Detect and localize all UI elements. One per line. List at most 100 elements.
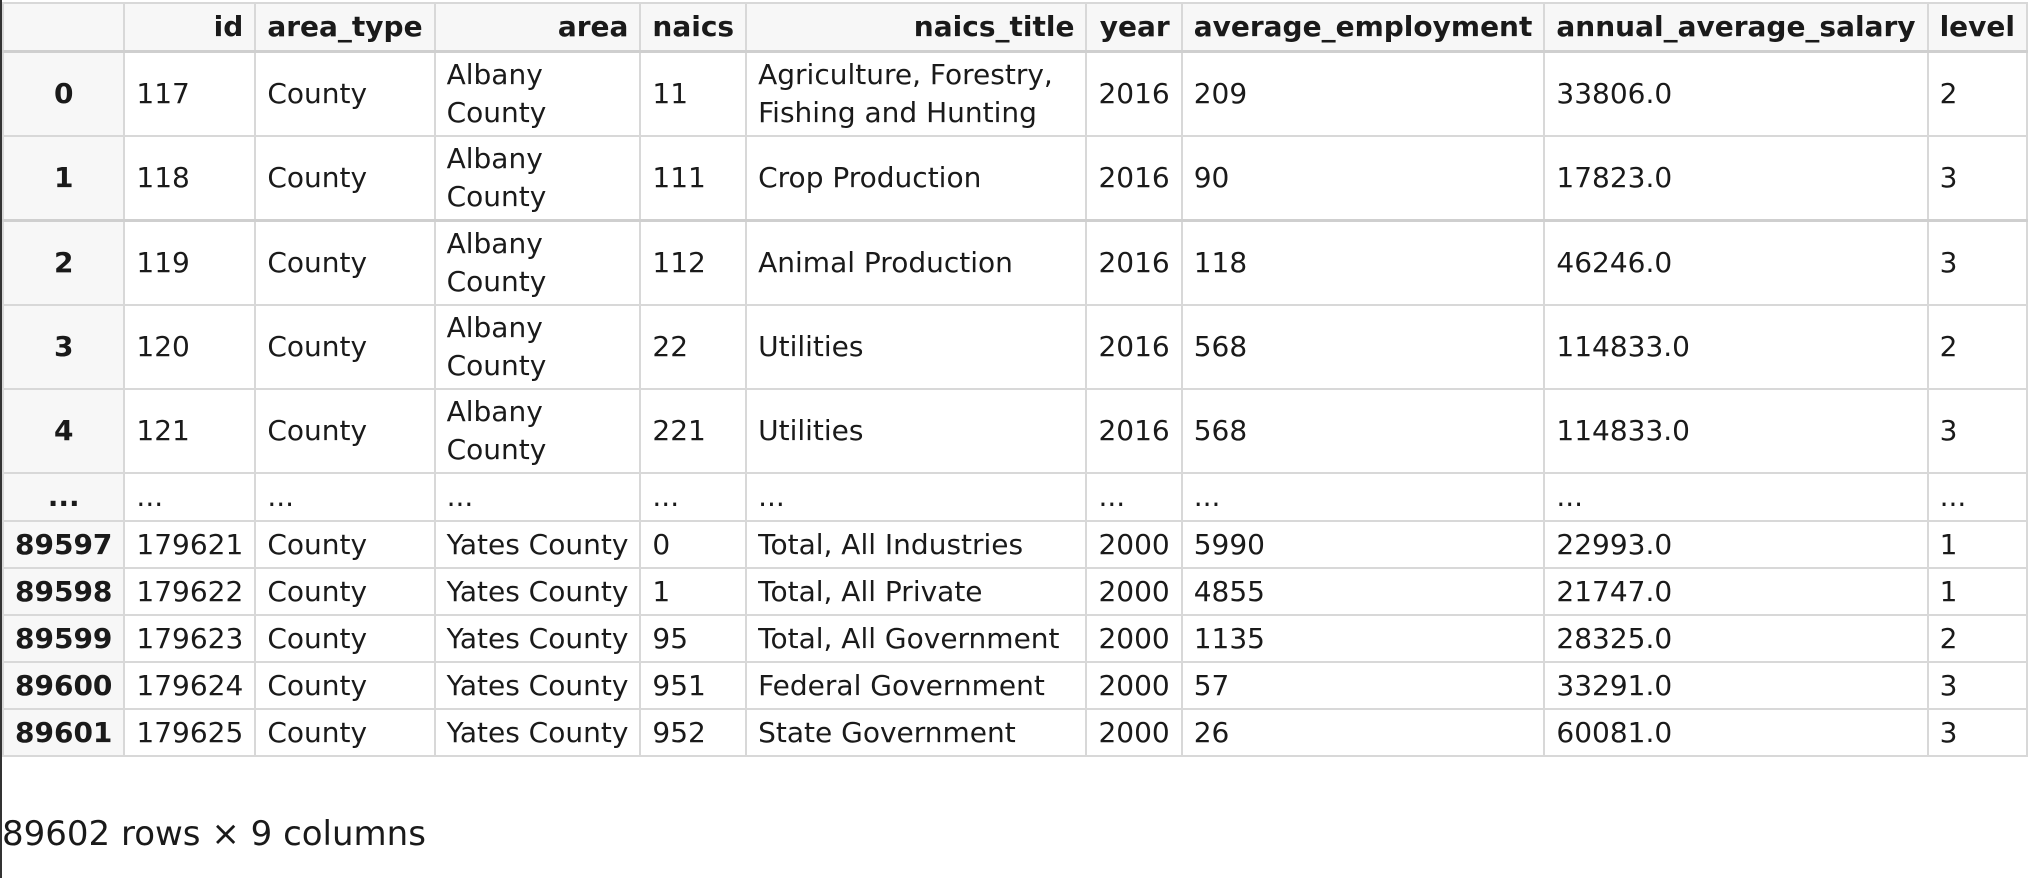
- column-header-naics: naics: [639, 2, 748, 53]
- cell-year: ...: [1085, 472, 1183, 522]
- cell-id: 179623: [123, 614, 257, 663]
- row-count-summary: 89602 rows × 9 columns: [2, 814, 426, 854]
- cell-area: ...: [433, 472, 642, 522]
- cell-area-type: County: [254, 661, 436, 710]
- cell-area-type: County: [254, 567, 436, 616]
- table-row: 0 117 County Albany County 11 Agriculture, Fo…: [1, 50, 2028, 137]
- cell-annual-average-salary: 33291.0: [1543, 661, 1929, 710]
- row-index: 3: [1, 304, 126, 390]
- cell-annual-average-salary: 33806.0: [1543, 50, 1929, 137]
- cell-naics-title: Total, All Government: [745, 614, 1088, 663]
- cell-id: 179625: [123, 708, 257, 757]
- cell-average-employment: 4855: [1180, 567, 1546, 616]
- cell-level: 3: [1926, 219, 2028, 306]
- cell-annual-average-salary: 28325.0: [1543, 614, 1929, 663]
- cell-level: 3: [1926, 708, 2028, 757]
- table-row: 4 121 County Albany County 221 Utilities 2016 5…: [1, 388, 2028, 474]
- cell-naics-title: Federal Government: [745, 661, 1088, 710]
- cell-average-employment: 118: [1180, 219, 1546, 306]
- cell-annual-average-salary: 22993.0: [1543, 520, 1929, 569]
- column-header-id: id: [123, 2, 257, 53]
- cell-id: 119: [123, 219, 257, 306]
- table-body: 0 117 County Albany County 11 Agriculture, Fo…: [1, 50, 2028, 757]
- cell-area-type: ...: [254, 472, 436, 522]
- cell-naics: 11: [639, 50, 748, 137]
- index-column-header: [1, 2, 126, 53]
- cell-area-type: County: [254, 219, 436, 306]
- cell-naics-title: Total, All Industries: [745, 520, 1088, 569]
- cell-naics: 112: [639, 219, 748, 306]
- table-row: 2 119 County Albany County 112 Animal Product…: [1, 219, 2028, 306]
- cell-average-employment: 568: [1180, 304, 1546, 390]
- cell-average-employment: ...: [1180, 472, 1546, 522]
- cell-area-type: County: [254, 50, 436, 137]
- cell-naics-title: Crop Production: [745, 135, 1088, 222]
- cell-year: 2000: [1085, 520, 1183, 569]
- cell-average-employment: 5990: [1180, 520, 1546, 569]
- cell-level: 2: [1926, 614, 2028, 663]
- cell-area: Albany County: [433, 135, 642, 222]
- cell-annual-average-salary: ...: [1543, 472, 1929, 522]
- cell-year: 2000: [1085, 661, 1183, 710]
- column-header-area: area: [433, 2, 642, 53]
- cell-naics-title: State Government: [745, 708, 1088, 757]
- cell-average-employment: 568: [1180, 388, 1546, 474]
- column-header-annual-average-salary: annual_average_salary: [1543, 2, 1929, 53]
- cell-area-type: County: [254, 135, 436, 222]
- cell-area: Yates County: [433, 520, 642, 569]
- cell-id: 120: [123, 304, 257, 390]
- cell-level: 3: [1926, 661, 2028, 710]
- cell-annual-average-salary: 46246.0: [1543, 219, 1929, 306]
- cell-naics: 22: [639, 304, 748, 390]
- cell-year: 2016: [1085, 135, 1183, 222]
- cell-average-employment: 57: [1180, 661, 1546, 710]
- cell-naics: 221: [639, 388, 748, 474]
- row-index: 89600: [1, 661, 126, 710]
- row-index: 89599: [1, 614, 126, 663]
- cell-area: Albany County: [433, 388, 642, 474]
- cell-naics: ...: [639, 472, 748, 522]
- cell-area: Albany County: [433, 304, 642, 390]
- cell-level: 2: [1926, 50, 2028, 137]
- cell-id: 121: [123, 388, 257, 474]
- table-header: id area_type area naics naics_title year avera…: [1, 2, 2028, 53]
- dataframe-table: id area_type area naics naics_title year avera…: [1, 2, 2028, 757]
- cell-average-employment: 209: [1180, 50, 1546, 137]
- row-index: 2: [1, 219, 126, 306]
- header-row: id area_type area naics naics_title year avera…: [1, 2, 2028, 53]
- cell-id: 179624: [123, 661, 257, 710]
- cell-naics: 95: [639, 614, 748, 663]
- column-header-year: year: [1085, 2, 1183, 53]
- row-index: 89598: [1, 567, 126, 616]
- table-row: 89600 179624 County Yates County 951 Federal …: [1, 661, 2028, 710]
- cell-naics-title: Animal Production: [745, 219, 1088, 306]
- cell-naics: 952: [639, 708, 748, 757]
- cell-average-employment: 1135: [1180, 614, 1546, 663]
- ellipsis-row: ..............................: [1, 472, 2028, 522]
- cell-area: Yates County: [433, 661, 642, 710]
- column-header-naics-title: naics_title: [745, 2, 1088, 53]
- cell-naics: 0: [639, 520, 748, 569]
- table-row: 1 118 County Albany County 111 Crop Productio…: [1, 135, 2028, 222]
- cell-area-type: County: [254, 614, 436, 663]
- cell-level: 1: [1926, 520, 2028, 569]
- cell-naics: 1: [639, 567, 748, 616]
- cell-naics: 951: [639, 661, 748, 710]
- cell-year: 2016: [1085, 388, 1183, 474]
- cell-year: 2016: [1085, 219, 1183, 306]
- cell-area: Yates County: [433, 708, 642, 757]
- row-index: 89601: [1, 708, 126, 757]
- cell-level: ...: [1926, 472, 2028, 522]
- cell-year: 2000: [1085, 567, 1183, 616]
- table-row: 89597 179621 County Yates County 0 Total, All…: [1, 520, 2028, 569]
- table-row: 89598 179622 County Yates County 1 Total, All…: [1, 567, 2028, 616]
- cell-id: 179622: [123, 567, 257, 616]
- cell-naics-title: Total, All Private: [745, 567, 1088, 616]
- cell-annual-average-salary: 60081.0: [1543, 708, 1929, 757]
- cell-naics-title: Utilities: [745, 304, 1088, 390]
- cell-level: 2: [1926, 304, 2028, 390]
- column-header-level: level: [1926, 2, 2028, 53]
- row-index: 1: [1, 135, 126, 222]
- left-border: [0, 0, 2, 878]
- column-header-area-type: area_type: [254, 2, 436, 53]
